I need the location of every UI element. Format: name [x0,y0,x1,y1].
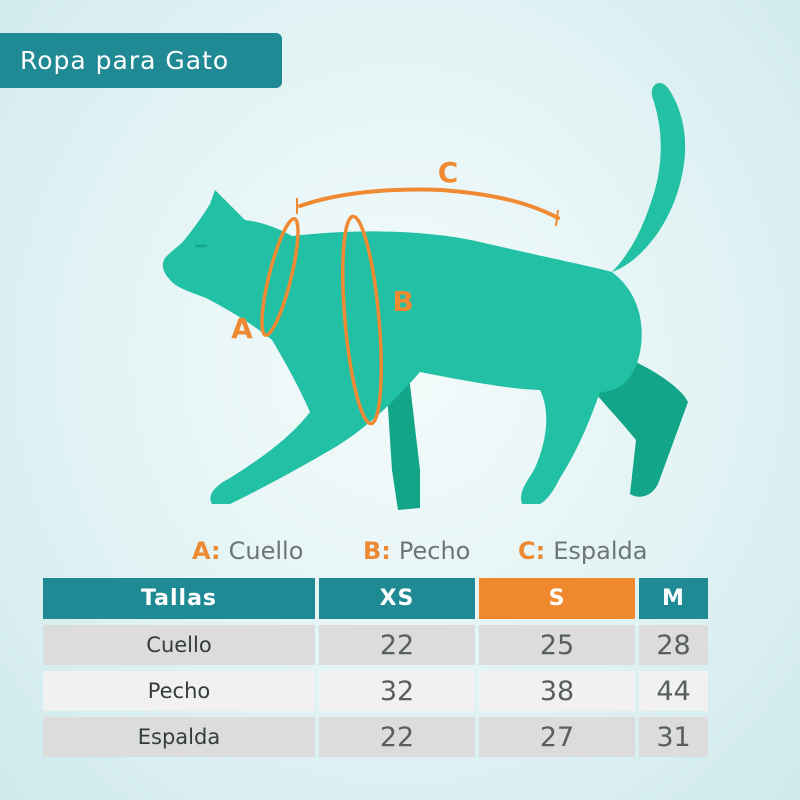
legend-item-pecho: B: Pecho [363,533,470,569]
legend-text: Cuello [228,537,304,565]
legend-key: B: [363,537,391,565]
measure-back-tick-end [555,209,559,227]
cell-espalda-s: 27 [479,717,635,757]
cell-pecho-m: 44 [639,671,708,711]
legend-item-espalda: C: Espalda [518,533,647,569]
diagram-label-b: B [392,285,413,318]
diagram-label-a: A [231,312,253,345]
legend-item-cuello: A: Cuello [192,533,303,569]
cat-silhouette [162,82,686,505]
legend-text: Pecho [398,537,471,565]
header-size-s: S [479,578,635,619]
row-label-pecho: Pecho [43,671,315,711]
cell-pecho-xs: 32 [319,671,475,711]
measure-chest-ring [341,214,383,426]
row-label-espalda: Espalda [43,717,315,757]
legend-key: A: [192,537,221,565]
cell-pecho-s: 38 [479,671,635,711]
cell-cuello-s: 25 [479,625,635,665]
cell-espalda-m: 31 [639,717,708,757]
measure-back-line [298,187,560,220]
measure-neck-ring [260,216,300,338]
header-size-m: M [639,578,708,619]
header-tallas: Tallas [43,578,315,619]
cell-cuello-m: 28 [639,625,708,665]
header-size-xs: XS [319,578,475,619]
diagram-label-c: C [438,156,459,189]
cell-cuello-xs: 22 [319,625,475,665]
size-table: Tallas XS S M Cuello 22 25 28 Pecho 32 3… [43,578,708,757]
cell-espalda-xs: 22 [319,717,475,757]
legend-key: C: [518,537,546,565]
page-title: Ropa para Gato [20,46,230,75]
title-banner: Ropa para Gato [0,33,282,88]
cat-measurement-diagram: C A B [162,82,688,510]
legend-text: Espalda [553,537,648,565]
row-label-cuello: Cuello [43,625,315,665]
